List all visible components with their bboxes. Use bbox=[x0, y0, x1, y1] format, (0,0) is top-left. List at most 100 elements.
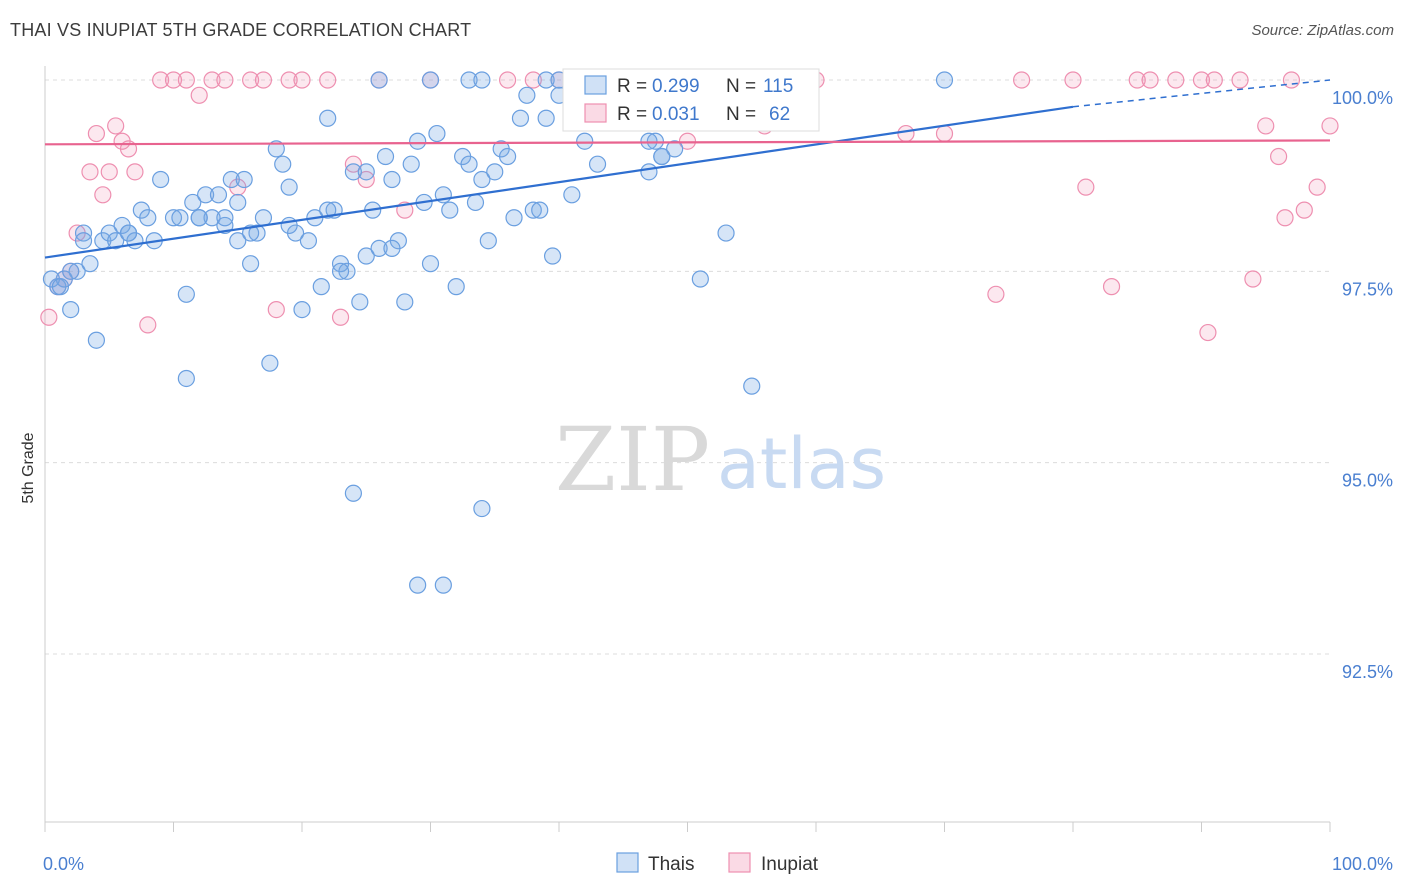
inupiat-point bbox=[1205, 71, 1223, 89]
inupiat-point bbox=[254, 71, 273, 89]
thais-point bbox=[409, 132, 427, 150]
thais-point bbox=[460, 71, 478, 89]
thais-point bbox=[421, 71, 440, 89]
thais-point bbox=[177, 285, 195, 303]
thais-point bbox=[164, 209, 183, 227]
x-tick-label: 0.0% bbox=[43, 854, 84, 874]
thais-point bbox=[312, 278, 330, 296]
axes bbox=[44, 66, 1331, 832]
thais-point bbox=[743, 377, 761, 395]
thais-point bbox=[62, 262, 80, 280]
thais-point bbox=[717, 224, 735, 242]
thais-point bbox=[338, 262, 356, 280]
thais-point bbox=[87, 331, 106, 349]
thais-point bbox=[280, 216, 298, 235]
thais-point bbox=[563, 186, 581, 204]
inupiat-point bbox=[1282, 71, 1301, 89]
thais-point bbox=[152, 170, 170, 189]
thais-point bbox=[197, 186, 215, 204]
inupiat-point bbox=[94, 186, 112, 204]
inupiat-point bbox=[678, 132, 697, 150]
grid-lines bbox=[45, 79, 1330, 655]
thais-point bbox=[81, 255, 99, 273]
inupiat-point bbox=[1244, 270, 1262, 288]
inupiat-point bbox=[100, 163, 118, 181]
thais-bottom-swatch bbox=[616, 852, 639, 873]
inupiat-point bbox=[81, 163, 99, 181]
thais-point bbox=[107, 232, 125, 250]
inupiat-n-label: N = bbox=[726, 104, 756, 125]
x-tick-label: 100.0% bbox=[1332, 854, 1393, 874]
y-axis-label: 5th Grade bbox=[20, 432, 37, 503]
x-tick-labels: 0.0% 100.0% bbox=[43, 854, 1393, 874]
y-tick-label: 92.5% bbox=[1342, 662, 1393, 682]
thais-point bbox=[119, 224, 138, 242]
thais-point bbox=[222, 170, 240, 189]
inupiat-legend-swatch bbox=[584, 103, 607, 123]
thais-point bbox=[139, 209, 157, 227]
inupiat-point bbox=[177, 71, 195, 89]
thais-point bbox=[319, 109, 337, 127]
inupiat-point bbox=[216, 71, 234, 89]
watermark-atlas: atlas bbox=[717, 423, 886, 505]
thais-point bbox=[402, 155, 420, 173]
inupiat-point bbox=[1102, 278, 1121, 296]
thais-point bbox=[242, 255, 260, 273]
inupiat-point bbox=[1295, 201, 1313, 219]
inupiat-point bbox=[1128, 71, 1146, 89]
inupiat-point bbox=[126, 163, 144, 181]
inupiat-bottom-swatch bbox=[728, 852, 751, 873]
thais-point bbox=[505, 209, 523, 227]
thais-point bbox=[421, 255, 440, 273]
thais-point bbox=[235, 170, 253, 189]
thais-points bbox=[42, 71, 954, 594]
thais-point bbox=[537, 71, 555, 89]
watermark-zip: ZIP bbox=[555, 408, 710, 511]
inupiat-point bbox=[87, 124, 106, 143]
inupiat-point bbox=[1308, 178, 1326, 196]
inupiat-point bbox=[1231, 71, 1249, 89]
inupiat-point bbox=[267, 301, 285, 319]
thais-bottom-label: Thais bbox=[648, 854, 694, 875]
inupiat-r-value: 0.031 bbox=[652, 104, 700, 125]
inupiat-point bbox=[1269, 147, 1288, 166]
inupiat-point bbox=[1199, 323, 1217, 342]
trend-lines bbox=[44, 79, 1331, 259]
thais-point bbox=[74, 232, 93, 250]
inupiat-point bbox=[1257, 117, 1275, 135]
thais-point bbox=[376, 147, 395, 166]
thais-point bbox=[518, 86, 536, 104]
thais-point bbox=[293, 301, 311, 319]
thais-point bbox=[370, 71, 388, 89]
thais-point bbox=[344, 484, 362, 502]
thais-point bbox=[280, 178, 298, 196]
thais-point bbox=[62, 301, 80, 319]
thais-point bbox=[51, 278, 70, 296]
inupiat-point bbox=[1167, 71, 1185, 89]
inupiat-point bbox=[319, 71, 337, 89]
thais-point bbox=[524, 201, 542, 219]
inupiat-point bbox=[280, 71, 298, 89]
inupiat-point bbox=[1012, 71, 1031, 89]
inupiat-n-value: 62 bbox=[769, 104, 790, 125]
thais-point bbox=[543, 247, 562, 265]
inupiat-point bbox=[1276, 209, 1294, 227]
thais-point bbox=[229, 193, 247, 212]
thais-point bbox=[441, 201, 459, 219]
inupiat-point bbox=[293, 71, 311, 89]
inupiat-point bbox=[897, 124, 915, 143]
thais-point bbox=[588, 155, 607, 173]
inupiat-point bbox=[190, 86, 208, 104]
thais-point bbox=[184, 193, 202, 212]
inupiat-bottom-label: Inupiat bbox=[761, 854, 819, 875]
inupiat-point bbox=[1321, 117, 1339, 135]
thais-point bbox=[383, 170, 401, 189]
thais-point bbox=[171, 209, 189, 227]
thais-point bbox=[299, 232, 318, 250]
thais-point bbox=[646, 132, 664, 150]
inupiat-point bbox=[139, 316, 157, 334]
thais-point bbox=[479, 232, 497, 250]
thais-point bbox=[357, 163, 375, 181]
thais-point bbox=[396, 293, 414, 311]
